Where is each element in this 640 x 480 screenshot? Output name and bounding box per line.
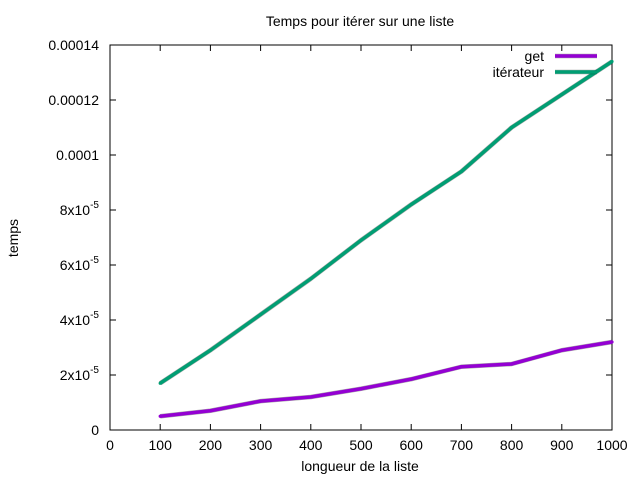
data-point: [409, 202, 413, 207]
x-tick-label: 600: [400, 437, 424, 453]
y-axis-label: temps: [5, 219, 21, 257]
y-tick-exponent: -5: [90, 255, 99, 266]
data-point: [359, 238, 363, 242]
data-point: [259, 399, 263, 403]
y-tick-label: 0: [91, 422, 99, 438]
x-axis-label: longueur de la liste: [301, 458, 419, 474]
x-tick-label: 800: [500, 437, 524, 453]
data-point: [510, 362, 514, 366]
data-point: [510, 125, 514, 130]
x-tick-label: 100: [149, 437, 173, 453]
data-point: [208, 409, 212, 413]
plot-frame: [109, 44, 613, 431]
y-tick-label: 0.00014: [48, 37, 99, 53]
x-tick-label: 700: [450, 437, 474, 453]
x-tick-label: 200: [199, 437, 223, 453]
legend-label: itérateur: [493, 64, 545, 80]
data-point: [560, 348, 564, 352]
y-tick-label: 2x10-5: [60, 365, 100, 383]
chart-title: Temps pour itérer sur une liste: [266, 13, 455, 29]
data-point: [610, 59, 614, 64]
data-point: [459, 365, 463, 369]
data-point: [309, 277, 313, 281]
x-tick-label: 0: [106, 437, 114, 453]
y-tick-exponent: -5: [90, 310, 99, 321]
data-point: [359, 387, 363, 391]
series-line-1: [159, 60, 613, 385]
x-tick-label: 1000: [596, 437, 627, 453]
y-tick-label: 0.0001: [56, 147, 99, 163]
y-tick-label: 8x10-5: [60, 200, 100, 218]
data-point: [560, 92, 564, 97]
data-point: [459, 169, 463, 174]
data-point: [610, 340, 614, 344]
x-tick-label: 900: [550, 437, 574, 453]
y-tick-exponent: -5: [90, 200, 99, 211]
data-point: [309, 395, 313, 399]
x-tick-label: 300: [249, 437, 273, 453]
data-point: [158, 381, 162, 385]
y-tick-label: 6x10-5: [60, 255, 100, 273]
x-tick-label: 400: [299, 437, 323, 453]
plot-area: 0 100 200 300 400 500 600 700 800 900 1000 0 2x10-5 4…: [48, 37, 627, 453]
data-point: [208, 348, 212, 352]
y-tick-label: 4x10-5: [60, 310, 100, 328]
data-point: [259, 312, 263, 317]
y-tick-label: 0.00012: [48, 92, 99, 108]
series-line-0: [160, 340, 613, 418]
x-tick-label: 500: [349, 437, 373, 453]
data-point: [158, 414, 162, 418]
legend-label: get: [525, 48, 545, 64]
y-tick-exponent: -5: [90, 365, 99, 376]
data-point: [409, 377, 413, 381]
